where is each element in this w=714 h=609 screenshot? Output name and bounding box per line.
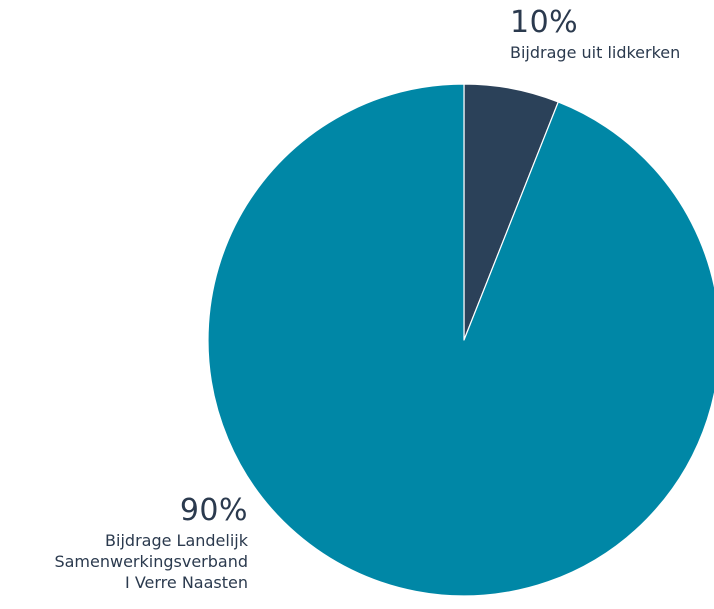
slice-label-lidkerken: 10% Bijdrage uit lidkerken <box>510 8 680 63</box>
slice-description-line: Bijdrage uit lidkerken <box>510 43 681 62</box>
slice-description-line: I Verre Naasten <box>125 573 248 592</box>
slice-description-line: Samenwerkingsverband <box>54 552 248 571</box>
pie-slices <box>207 83 714 597</box>
slice-percent-lidkerken: 10% <box>510 5 579 40</box>
pie-slice-samenwerkingsverband <box>207 83 714 597</box>
slice-description-line: Bijdrage Landelijk <box>105 531 248 550</box>
slice-description-samenwerkingsverband: Bijdrage Landelijk Samenwerkingsverband … <box>0 530 248 593</box>
slice-percent-samenwerkingsverband: 90% <box>179 493 248 528</box>
slice-description-lidkerken: Bijdrage uit lidkerken <box>510 42 680 63</box>
slice-label-samenwerkingsverband: 90% Bijdrage Landelijk Samenwerkingsverb… <box>0 496 248 593</box>
